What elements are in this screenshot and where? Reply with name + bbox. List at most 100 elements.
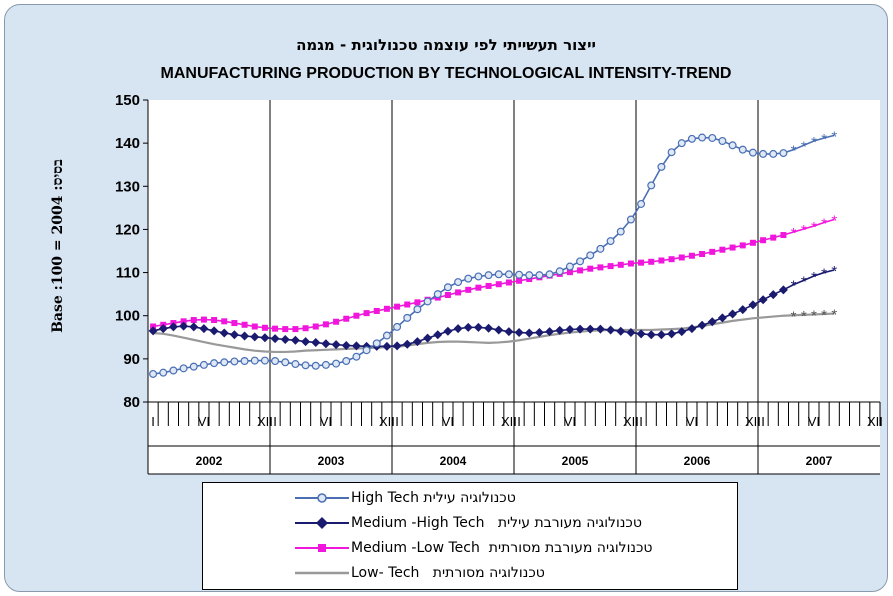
data-point (475, 285, 481, 291)
data-point (191, 317, 197, 323)
legend-label-medium-low-tech: Medium -Low Tech טכנולוגיה מעורבת מסורתי… (351, 540, 653, 556)
legend-item-medium-high-tech: Medium -High Tech טכנולוגיה מעורבת עילית (293, 511, 642, 535)
data-point (434, 291, 441, 298)
projected-point: * (821, 266, 827, 283)
projected-point: * (811, 134, 817, 151)
legend-item-high-tech: טכנולוגיה עילית High Tech (293, 486, 516, 510)
x-year-label: 2006 (684, 454, 711, 468)
data-point (465, 287, 471, 293)
data-point (262, 357, 269, 364)
data-point (282, 326, 288, 332)
projected-point: * (811, 307, 817, 324)
data-point (780, 232, 786, 238)
projected-point: * (791, 308, 797, 325)
data-point (414, 306, 421, 313)
data-point (231, 358, 238, 365)
data-point (201, 361, 208, 368)
data-point (678, 140, 685, 147)
projected-point: * (801, 138, 807, 155)
data-point (607, 238, 614, 245)
x-month-label: XII (501, 414, 517, 429)
data-point (750, 149, 757, 156)
data-point (272, 358, 279, 365)
data-point (313, 324, 319, 330)
data-point (740, 242, 746, 248)
y-tick-label: 80 (123, 394, 140, 411)
projected-point: * (791, 143, 797, 160)
data-point (750, 240, 756, 246)
data-point (353, 313, 359, 319)
data-point (689, 135, 696, 142)
chart-title: ייצור תעשייתי לפי עוצמה טכנולוגית - מגמה (296, 36, 596, 54)
x-month-label: XII (257, 414, 273, 429)
projected-point: * (821, 216, 827, 233)
data-point (343, 358, 350, 365)
data-point (323, 361, 330, 368)
data-point (262, 325, 268, 331)
data-point (252, 324, 258, 330)
data-point (486, 283, 492, 289)
data-point (292, 361, 299, 368)
legend-label-high-tech: טכנולוגיה עילית High Tech (351, 490, 516, 506)
data-point (241, 358, 248, 365)
data-point (699, 134, 706, 141)
projected-point: * (811, 269, 817, 286)
legend-item-medium-low-tech: Medium -Low Tech טכנולוגיה מעורבת מסורתי… (293, 536, 653, 560)
data-point (536, 272, 543, 279)
data-point (709, 249, 715, 255)
data-point (689, 253, 695, 259)
data-point (546, 271, 553, 278)
chart-subtitle: MANUFACTURING PRODUCTION BY TECHNOLOGICA… (161, 65, 732, 82)
data-point (404, 301, 410, 307)
projected-point: * (801, 273, 807, 290)
x-year-label: 2003 (318, 454, 345, 468)
data-point (303, 325, 309, 331)
x-month-label: XII (745, 414, 761, 429)
projected-point: * (831, 307, 837, 324)
data-point (526, 272, 533, 279)
x-month-label: XII (867, 414, 883, 429)
data-point (333, 319, 339, 325)
data-point (495, 271, 502, 278)
data-point (780, 150, 787, 157)
x-month-label: VI (320, 414, 332, 429)
projected-point: * (801, 308, 807, 325)
legend-label-medium-high-tech: Medium -High Tech טכנולוגיה מעורבת עילית (351, 515, 642, 531)
legend-symbol-low-tech (293, 563, 351, 583)
data-point (577, 258, 584, 265)
x-month-label: VI (686, 414, 698, 429)
data-point (730, 245, 736, 251)
x-month-label: I (761, 414, 765, 429)
projected-point: * (791, 278, 797, 295)
x-month-label: VI (564, 414, 576, 429)
x-month-label: I (639, 414, 643, 429)
x-month-label: VI (198, 414, 210, 429)
data-point (150, 371, 157, 378)
data-point (282, 359, 289, 366)
data-point (587, 266, 593, 272)
data-point (506, 271, 513, 278)
projected-point: * (791, 225, 797, 242)
data-point (679, 254, 685, 260)
data-point (739, 146, 746, 153)
y-axis-label: Base :100 = 2004 :בסיס (50, 159, 66, 333)
data-point (363, 347, 370, 354)
projected-point: * (831, 128, 837, 145)
data-point (180, 365, 187, 372)
data-point (445, 284, 452, 291)
data-point (221, 318, 227, 324)
data-point (556, 268, 563, 275)
data-point (648, 259, 654, 265)
data-point (628, 261, 634, 267)
data-point (506, 279, 512, 285)
data-point (201, 317, 207, 323)
x-month-label: I (151, 414, 155, 429)
data-point (211, 317, 217, 323)
legend: טכנולוגיה עילית High Tech Medium -High T… (202, 482, 738, 590)
projected-point: * (821, 307, 827, 324)
data-point (608, 263, 614, 269)
data-point (628, 216, 635, 223)
data-point (242, 322, 248, 328)
legend-label-low-tech: Low- Tech טכנולוגיה מסורתית (351, 565, 545, 581)
data-point (221, 359, 228, 366)
